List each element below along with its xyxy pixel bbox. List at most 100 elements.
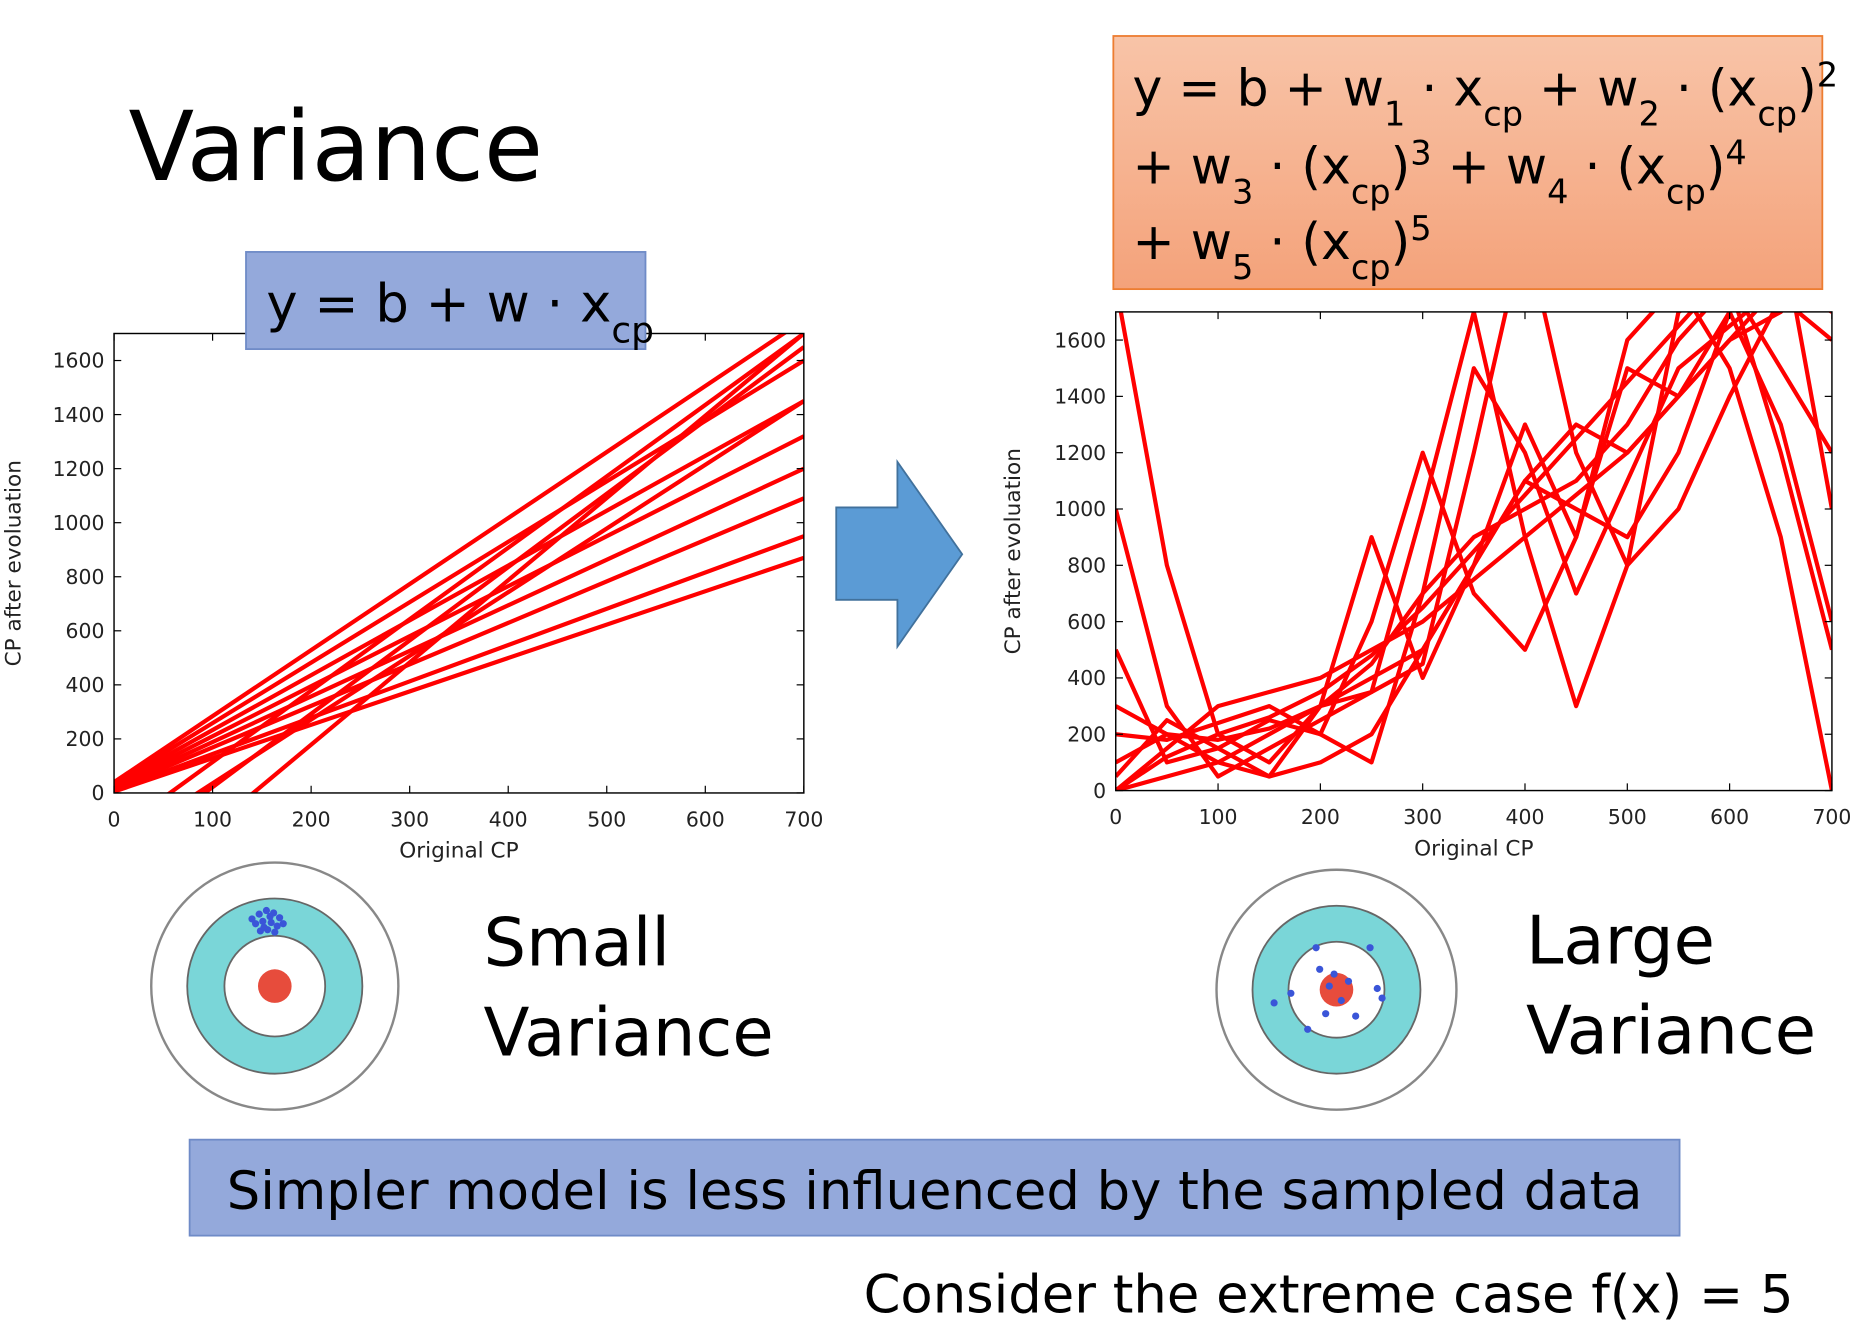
slide-title: Variance (128, 91, 543, 203)
series-line (114, 496, 804, 791)
formula-superscript: 3 (1410, 133, 1431, 172)
formula-part: ) (1391, 137, 1411, 196)
series-line (1115, 311, 1832, 791)
formula-subscript: cp (1666, 172, 1706, 211)
x-tick-label: 100 (1199, 805, 1238, 829)
formula-subscript: cp (1483, 94, 1523, 133)
chart: 0 100 200 300 400 500 600 700 0 200 400 600 800 1000 1… (1001, 311, 1851, 861)
target-large-variance (1215, 868, 1458, 1111)
x-tick-label: 500 (1608, 805, 1647, 829)
x-tick-label: 600 (686, 808, 725, 832)
polynomial-formula-line: y = b + w1 · xcp + w2 · (xcp)2 (1133, 55, 1839, 133)
formula-subscript: 1 (1384, 94, 1405, 133)
formula-superscript: 5 (1410, 209, 1431, 248)
formula-superscript: 4 (1725, 133, 1746, 172)
y-axis-label: CP after evoluation (1, 460, 26, 666)
x-tick-label: 200 (292, 808, 331, 832)
formula-part: y = b + w (1133, 59, 1384, 118)
chart: 0 100 200 300 400 500 600 700 0 200 400 600 800 1000 1… (1, 332, 823, 864)
x-tick-label: 200 (1301, 805, 1340, 829)
series-line (166, 333, 804, 793)
formula-part: + w (1523, 59, 1638, 118)
x-tick-label: 500 (587, 808, 626, 832)
series-line (1115, 311, 1832, 765)
series-line (1115, 311, 1832, 765)
y-tick-label: 200 (66, 727, 105, 751)
formula-subscript: 2 (1638, 94, 1659, 133)
formula-subscript: cp (1351, 248, 1391, 287)
y-tick-label: 600 (1067, 610, 1106, 634)
formula-subscript: 4 (1547, 172, 1568, 211)
polynomial-formula-line: + w3 · (xcp)3 + w4 · (xcp)4 (1133, 133, 1747, 211)
formula-subscript: cp (1757, 94, 1797, 133)
y-tick-label: 400 (66, 673, 105, 697)
arrow (835, 459, 964, 650)
series-line (114, 466, 804, 790)
plot-area (114, 333, 804, 793)
formula-subscript: 3 (1232, 172, 1253, 211)
target-small-variance (150, 861, 400, 1111)
y-tick-label: 400 (1067, 666, 1106, 690)
y-tick-label: 1400 (53, 403, 105, 427)
polynomial-formula-line: + w5 · (xcp)5 (1133, 209, 1432, 287)
linear-formula: y = b + w · xcp (266, 274, 654, 352)
y-tick-label: 1000 (1054, 497, 1106, 521)
series-line (1115, 311, 1695, 791)
series-line (250, 333, 804, 793)
formula-part: ) (1391, 212, 1411, 271)
series-line (114, 399, 804, 787)
x-tick-label: 300 (390, 808, 429, 832)
y-tick-label: 800 (66, 565, 105, 589)
y-tick-label: 1200 (53, 457, 105, 481)
y-tick-label: 1400 (1054, 385, 1106, 409)
series-line (1115, 311, 1832, 779)
caption: Variance (1526, 991, 1816, 1069)
y-tick-label: 1200 (1054, 441, 1106, 465)
y-tick-label: 800 (1067, 554, 1106, 578)
formula-part: ) (1706, 137, 1726, 196)
y-tick-label: 0 (91, 781, 104, 805)
formula-part: · (x (1253, 212, 1351, 271)
formula-part: ) (1797, 59, 1817, 118)
formula-part: · x (1405, 59, 1483, 118)
y-tick-label: 200 (1067, 722, 1106, 746)
series-line (114, 333, 788, 784)
y-tick-label: 0 (1093, 779, 1106, 803)
x-tick-label: 300 (1403, 805, 1442, 829)
formula-subscript: 5 (1232, 248, 1253, 287)
formula-part: + w (1432, 137, 1547, 196)
conclusion-box (188, 1138, 1681, 1237)
formula-subscript: cp (611, 310, 654, 351)
series-line (193, 399, 804, 793)
y-tick-label: 1600 (1054, 328, 1106, 352)
caption: Small (484, 904, 671, 982)
formula-box (245, 251, 647, 350)
formula-subscript: cp (1351, 172, 1391, 211)
series-line (114, 434, 804, 789)
y-tick-label: 1600 (53, 349, 105, 373)
y-tick-label: 600 (66, 619, 105, 643)
caption: Variance (484, 994, 774, 1072)
formula-part: · (x (1660, 59, 1758, 118)
x-tick-label: 100 (193, 808, 232, 832)
y-tick-label: 1000 (53, 511, 105, 535)
formula-superscript: 2 (1817, 55, 1838, 94)
x-tick-label: 400 (489, 808, 528, 832)
conclusion: Simpler model is less influenced by the … (227, 1161, 1643, 1222)
footnote: Consider the extreme case f(x) = 5 (864, 1264, 1794, 1325)
formula-box (1112, 35, 1824, 291)
x-tick-label: 700 (1812, 805, 1851, 829)
charts: 0 100 200 300 400 500 600 700020040060080010001… (1, 311, 1851, 864)
caption: Large (1526, 901, 1715, 979)
x-tick-label: 0 (108, 808, 121, 832)
formula-part: + w (1133, 137, 1232, 196)
x-tick-label: 400 (1506, 805, 1545, 829)
formula-part: · (x (1568, 137, 1666, 196)
x-axis-label: Original CP (399, 839, 518, 864)
x-tick-label: 600 (1710, 805, 1749, 829)
x-axis-label: Original CP (1414, 836, 1533, 861)
y-axis-label: CP after evoluation (1001, 448, 1026, 654)
formula-part: y = b + w · x (266, 274, 611, 335)
x-tick-label: 700 (784, 808, 823, 832)
